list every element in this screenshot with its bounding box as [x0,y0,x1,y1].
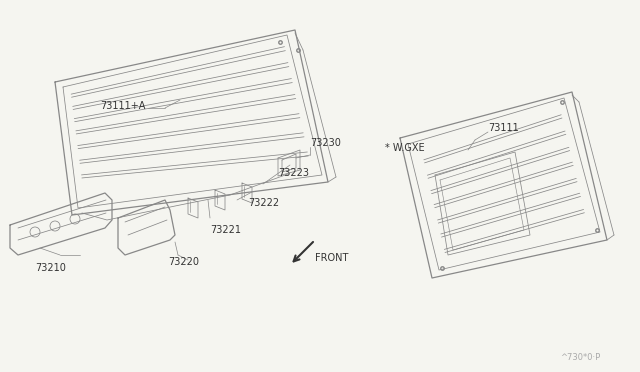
Text: 73221: 73221 [210,225,241,235]
Text: 73111: 73111 [488,123,519,133]
Text: 73230: 73230 [310,138,341,148]
Text: 73222: 73222 [248,198,279,208]
Text: 73223: 73223 [278,168,309,178]
Text: * W.GXE: * W.GXE [385,143,424,153]
Text: 73220: 73220 [168,257,199,267]
Text: 73210: 73210 [35,263,66,273]
Text: 73111+A: 73111+A [100,101,145,111]
Text: FRONT: FRONT [315,253,348,263]
Text: ^730*0·P: ^730*0·P [560,353,600,362]
